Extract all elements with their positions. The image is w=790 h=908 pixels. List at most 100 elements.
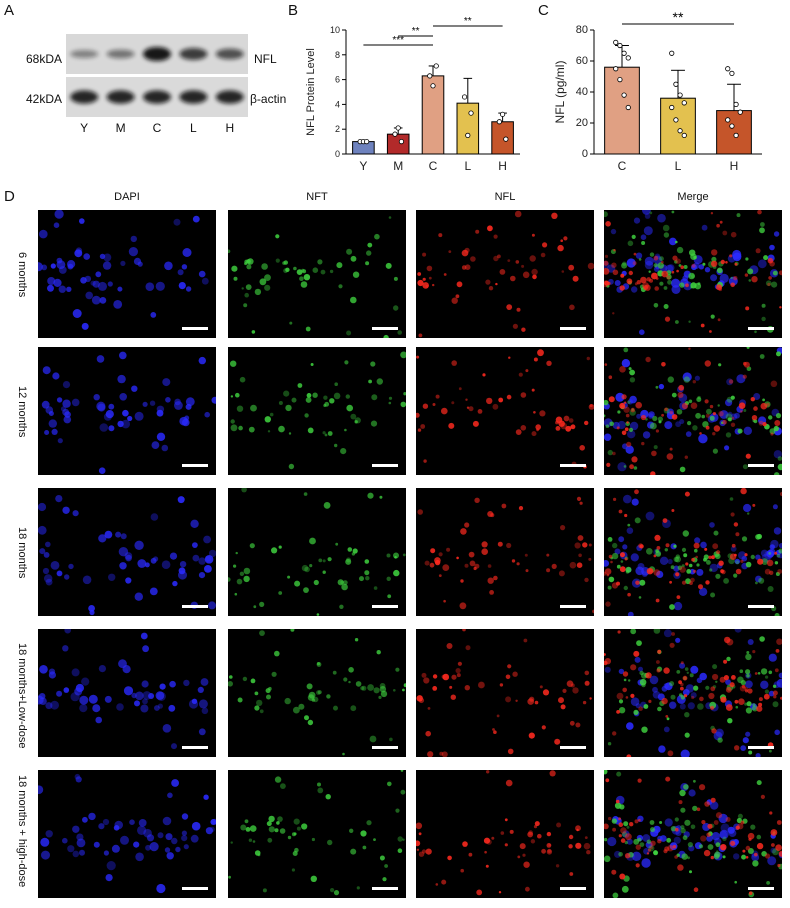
cell-spot (618, 822, 624, 827)
cell-spot (679, 282, 685, 288)
row-label: 12 months (16, 385, 28, 438)
cell-spot (432, 674, 438, 679)
cell-spot (334, 443, 338, 448)
cell-spot (701, 224, 708, 231)
cell-spot (259, 709, 264, 714)
cell-spot (119, 393, 127, 401)
cell-spot (641, 858, 651, 868)
cell-spot (680, 749, 690, 757)
cell-spot (752, 503, 756, 507)
data-point (729, 70, 735, 77)
cell-spot (653, 850, 659, 856)
scale-bar (748, 605, 774, 608)
cell-spot (675, 637, 681, 643)
cell-spot (93, 841, 100, 848)
cell-spot (496, 714, 500, 718)
cell-spot (481, 548, 488, 555)
cell-spot (317, 782, 321, 787)
micrograph-nfl (416, 488, 594, 616)
cell-spot (327, 557, 332, 562)
cell-spot (374, 233, 380, 240)
cell-spot (560, 239, 563, 242)
cell-spot (617, 630, 621, 634)
cell-spot (738, 402, 746, 409)
cell-spot (574, 542, 581, 549)
cell-spot (657, 416, 663, 422)
cell-spot (623, 465, 627, 468)
cell-spot (688, 272, 695, 280)
cell-spot (583, 842, 591, 850)
cell-spot (757, 210, 762, 215)
cell-spot (710, 801, 719, 810)
cell-spot (62, 645, 69, 652)
cell-spot (568, 264, 575, 271)
cell-spot (341, 583, 348, 591)
cell-spot (275, 234, 280, 239)
cell-spot (774, 472, 780, 475)
cell-spot (667, 750, 674, 757)
cell-spot (751, 415, 758, 421)
cell-spot (518, 372, 523, 377)
cell-spot (432, 403, 436, 406)
cell-spot (111, 844, 120, 853)
y-tick-label: 60 (576, 55, 588, 67)
band-protein-label: β-actin (250, 92, 287, 106)
cell-spot (756, 780, 762, 786)
cell-spot (745, 707, 752, 714)
scale-bar (182, 746, 208, 749)
data-point (669, 104, 675, 111)
cell-spot (249, 825, 257, 832)
cell-spot (96, 355, 105, 363)
cell-spot (262, 888, 267, 893)
cell-spot (710, 797, 716, 803)
cell-spot (651, 450, 657, 457)
cell-spot (98, 281, 107, 291)
cell-spot (505, 674, 511, 680)
cell-spot (264, 274, 271, 281)
cell-spot (451, 360, 457, 366)
cell-spot (438, 574, 442, 577)
cell-spot (769, 544, 775, 550)
cell-spot (740, 745, 747, 751)
cell-spot (346, 557, 351, 563)
cell-spot (250, 404, 257, 412)
cell-spot (628, 367, 632, 371)
y-axis-label: NFL Protein Level (305, 48, 317, 136)
cell-spot (528, 732, 535, 739)
cell-spot (359, 576, 364, 582)
cell-spot (66, 286, 72, 292)
cell-spot (140, 632, 148, 640)
cell-spot (657, 262, 664, 269)
cell-spot (505, 779, 513, 787)
cell-spot (534, 700, 539, 705)
cell-spot (393, 569, 400, 577)
cell-spot (365, 261, 370, 266)
cell-spot (500, 831, 505, 835)
cell-spot (612, 731, 617, 736)
cell-spot (748, 279, 752, 282)
data-point (733, 101, 739, 108)
cell-spot (308, 691, 316, 699)
cell-spot (330, 888, 335, 893)
cell-spot (487, 564, 492, 568)
cell-spot (665, 715, 669, 718)
cell-spot (605, 778, 610, 783)
cell-spot (528, 830, 533, 836)
cell-spot (677, 392, 684, 398)
cell-spot (492, 728, 495, 731)
cell-spot (367, 684, 374, 691)
cell-spot (767, 282, 771, 287)
cell-spot (541, 848, 546, 854)
cell-spot (757, 259, 767, 269)
significance-label: ** (412, 26, 420, 37)
cell-spot (725, 679, 731, 685)
cell-spot (50, 700, 59, 710)
cell-spot (630, 629, 637, 635)
cell-spot (512, 671, 518, 677)
cell-spot (716, 223, 720, 228)
cell-spot (764, 689, 769, 694)
data-point (395, 125, 401, 131)
cell-spot (75, 683, 84, 693)
cell-spot (616, 692, 624, 700)
cell-spot (45, 578, 53, 586)
